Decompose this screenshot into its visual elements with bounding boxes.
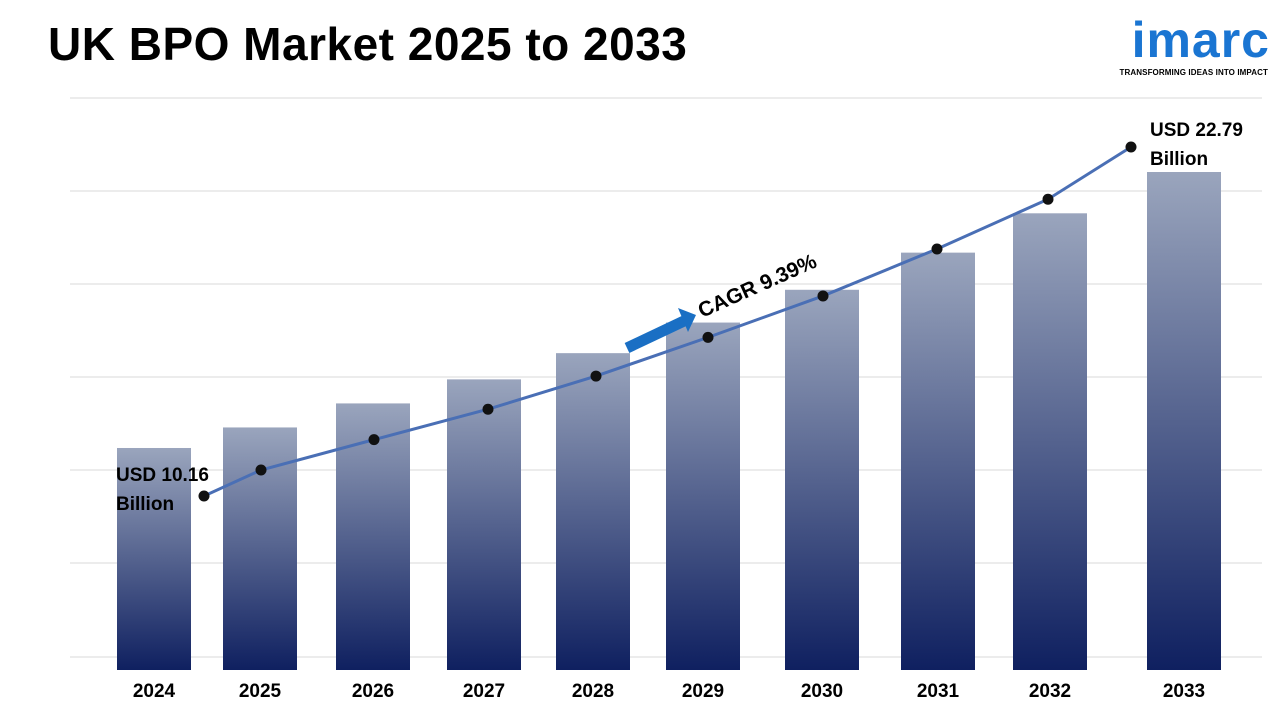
x-tick-label-2033: 2033: [1163, 681, 1205, 702]
cagr-arrow-shaft: [624, 316, 687, 353]
cagr-arrow-head: [678, 308, 696, 332]
x-tick-label-2026: 2026: [352, 681, 394, 702]
x-tick-label-2027: 2027: [463, 681, 505, 702]
end-value-label: USD 22.79 Billion: [1150, 120, 1243, 170]
bar-2029: [666, 322, 740, 670]
trend-point-2027: [482, 403, 494, 415]
trend-point-2024: [198, 490, 210, 502]
start-value-line1: USD 10.16: [116, 465, 209, 486]
imarc-logo: imarc TRANSFORMING IDEAS INTO IMPACT: [1106, 6, 1270, 78]
x-tick-labels: 2024 2025 2026 2027 2028 2029 2030 2031 2032 2033: [133, 681, 1205, 702]
x-tick-label-2024: 2024: [133, 681, 176, 702]
x-tick-label-2032: 2032: [1029, 681, 1071, 702]
start-value-label: USD 10.16 Billion: [116, 465, 209, 515]
x-tick-label-2028: 2028: [572, 681, 614, 702]
trend-point-2030: [817, 290, 829, 302]
logo-wordmark: imarc: [1131, 12, 1270, 68]
x-tick-label-2025: 2025: [239, 681, 282, 702]
bar-2033: [1147, 172, 1221, 670]
trend-point-2026: [368, 434, 380, 446]
bar-2030: [785, 289, 859, 670]
trend-point-2025: [255, 464, 267, 476]
bar-2032: [1013, 213, 1087, 671]
end-value-line2: Billion: [1150, 149, 1208, 170]
trend-point-2031: [931, 243, 943, 255]
bar-2028: [556, 353, 630, 670]
x-tick-label-2029: 2029: [682, 681, 724, 702]
x-tick-label-2031: 2031: [917, 681, 960, 702]
trend-point-2029: [702, 331, 714, 343]
trend-point-2033: [1125, 141, 1137, 153]
bar-2027: [447, 379, 521, 670]
x-tick-label-2030: 2030: [801, 681, 843, 702]
end-value-line1: USD 22.79: [1150, 120, 1243, 141]
page-title: UK BPO Market 2025 to 2033: [48, 18, 688, 70]
logo-tagline: TRANSFORMING IDEAS INTO IMPACT: [1119, 68, 1268, 77]
trend-point-2032: [1042, 193, 1054, 205]
bar-2024: [117, 447, 191, 670]
start-value-line2: Billion: [116, 494, 174, 515]
bar-2031: [901, 252, 975, 670]
bars: [117, 172, 1221, 671]
trend-line-group: [198, 141, 1137, 502]
trend-point-2028: [590, 370, 602, 382]
trend-line: [203, 145, 1132, 498]
